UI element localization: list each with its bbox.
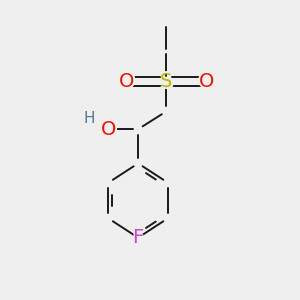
Text: O: O xyxy=(101,120,116,139)
Text: H: H xyxy=(83,111,95,126)
Text: O: O xyxy=(99,117,118,141)
Text: S: S xyxy=(160,72,172,91)
Text: H: H xyxy=(81,109,97,129)
Text: F: F xyxy=(131,226,146,250)
Text: O: O xyxy=(116,70,136,94)
Text: O: O xyxy=(197,70,216,94)
Text: O: O xyxy=(199,72,214,91)
Text: F: F xyxy=(133,228,144,247)
Text: S: S xyxy=(158,70,174,94)
Text: O: O xyxy=(118,72,134,91)
